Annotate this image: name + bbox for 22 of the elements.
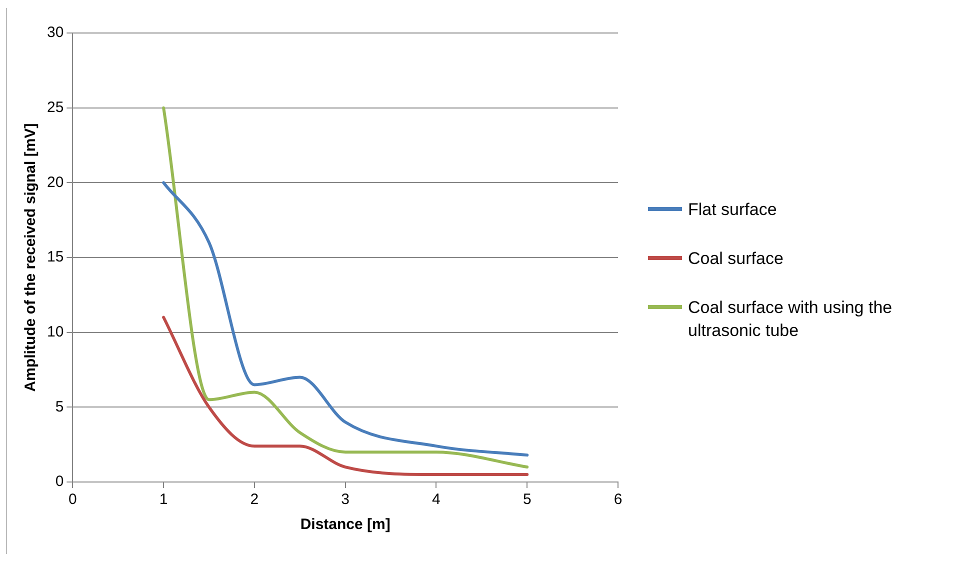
x-tick-label: 2	[250, 491, 259, 508]
y-tick-label: 5	[55, 398, 64, 416]
y-tick-label: 20	[46, 174, 64, 191]
line-series	[162, 106, 529, 469]
x-tick-label: 4	[432, 491, 440, 508]
line-series	[162, 316, 529, 476]
y-tick-label: 0	[55, 473, 64, 490]
x-axis-title: Distance [m]	[300, 516, 390, 534]
x-tick-label: 3	[341, 491, 350, 508]
y-tick-label: 30	[46, 24, 64, 42]
y-tick-label: 10	[46, 323, 64, 340]
y-tick-label: 15	[46, 248, 64, 266]
legend-label: Coal surface	[688, 248, 784, 270]
x-tick-label: 5	[522, 491, 532, 508]
legend-label: Coal surface with using the ultrasonic tube	[688, 297, 894, 342]
x-tick-label: 1	[159, 491, 168, 508]
y-axis-title: Amplitude of the received signal [mV]	[22, 123, 40, 392]
x-tick-label: 0	[68, 491, 77, 508]
x-tick-label: 6	[614, 491, 622, 508]
line-series	[162, 181, 529, 457]
y-tick-label: 25	[46, 98, 64, 116]
legend-label: Flat surface	[688, 199, 777, 221]
